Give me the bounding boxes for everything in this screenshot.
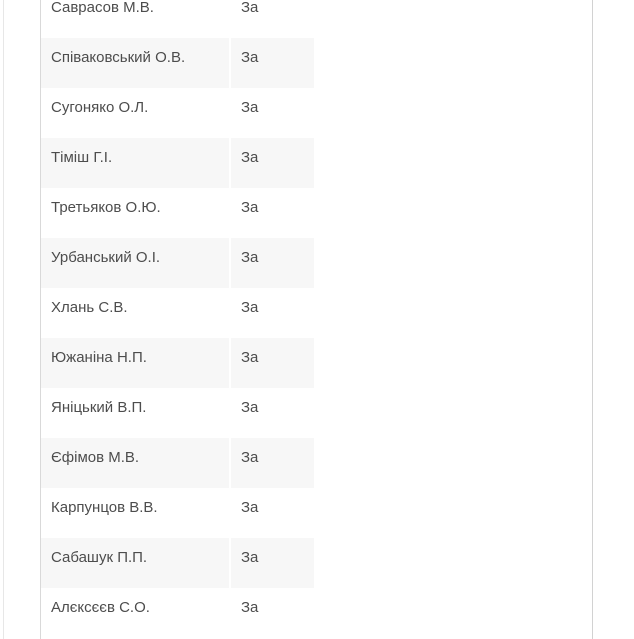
vote-value-cell: За — [241, 199, 259, 216]
voting-table-row: Сабашук П.П. За — [41, 538, 314, 588]
vote-value-cell: За — [231, 138, 314, 188]
vote-value-cell: За — [241, 399, 259, 416]
deputy-name-cell: Саврасов М.В. — [41, 0, 231, 38]
voting-table-row: Южаніна Н.П. За — [41, 338, 314, 388]
vote-value-cell: За — [231, 338, 314, 388]
voting-table-row: Карпунцов В.В. За — [41, 488, 314, 538]
voting-table-container: Саврасов М.В. За Співаковський О.В. За С… — [41, 0, 314, 638]
vote-value-cell: За — [231, 38, 314, 88]
deputy-name-cell: Урбанський О.І. — [41, 238, 231, 288]
vote-value-cell: За — [231, 538, 314, 588]
deputy-name-cell: Співаковський О.В. — [41, 38, 231, 88]
deputy-name-cell: Тіміш Г.І. — [41, 138, 231, 188]
voting-table-body: Саврасов М.В. За Співаковський О.В. За С… — [41, 0, 314, 638]
voting-table-row: Співаковський О.В. За — [41, 38, 314, 88]
page-left-border-line — [3, 0, 4, 639]
deputy-name-cell: Карпунцов В.В. — [41, 488, 231, 538]
voting-table-row: Хлань С.В. За — [41, 288, 314, 338]
deputy-name-cell: Сабашук П.П. — [41, 538, 231, 588]
voting-table-row: Єфімов М.В. За — [41, 438, 314, 488]
deputy-name-cell: Єфімов М.В. — [41, 438, 231, 488]
voting-results-table: Саврасов М.В. За Співаковський О.В. За С… — [41, 0, 314, 638]
vote-value-cell: За — [241, 0, 259, 16]
deputy-name-cell: Яніцький В.П. — [41, 388, 231, 438]
voting-table-row: Алєксєєв С.О. За — [41, 588, 314, 638]
deputy-name-cell: Южаніна Н.П. — [41, 338, 231, 388]
deputy-name-cell: Хлань С.В. — [41, 288, 231, 338]
vote-value-cell: За — [231, 238, 314, 288]
voting-table-row: Яніцький В.П. За — [41, 388, 314, 438]
voting-table-row: Саврасов М.В. За — [41, 0, 314, 38]
table-left-border-line — [40, 0, 41, 639]
vote-value-cell: За — [231, 438, 314, 488]
vote-value-cell: За — [241, 299, 259, 316]
vote-value-cell: За — [241, 99, 259, 116]
deputy-name-cell: Алєксєєв С.О. — [41, 588, 231, 638]
voting-table-row: Тіміш Г.І. За — [41, 138, 314, 188]
vote-value-cell: За — [241, 599, 259, 616]
deputy-name-cell: Сугоняко О.Л. — [41, 88, 231, 138]
voting-table-row: Сугоняко О.Л. За — [41, 88, 314, 138]
content-right-border-line — [592, 0, 593, 639]
voting-table-row: Урбанський О.І. За — [41, 238, 314, 288]
vote-value-cell: За — [241, 499, 259, 516]
voting-table-row: Третьяков О.Ю. За — [41, 188, 314, 238]
deputy-name-cell: Третьяков О.Ю. — [41, 188, 231, 238]
